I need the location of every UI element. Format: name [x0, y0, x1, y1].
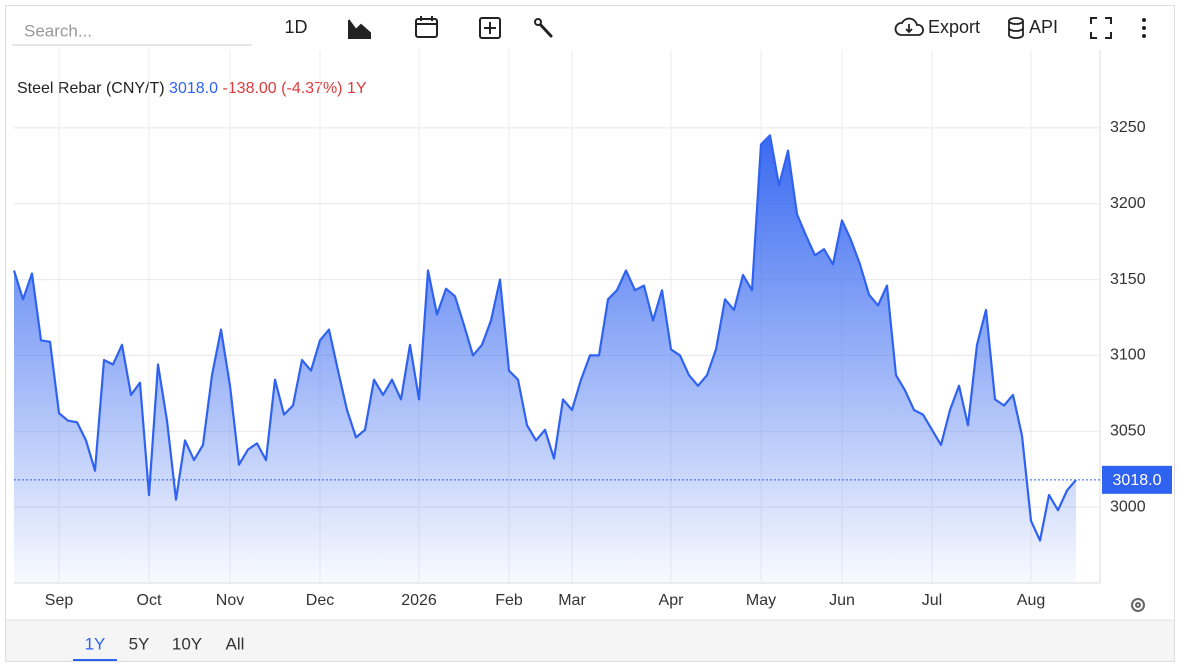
change-pct: (-4.37%) [281, 80, 342, 97]
price-line [12, 134, 1077, 542]
x-tick-label: May [746, 592, 776, 609]
y-tick-label: 3100 [1110, 347, 1146, 364]
y-tick-label: 3000 [1110, 498, 1146, 515]
range-button[interactable]: 5Y [129, 634, 150, 653]
tools-icon[interactable] [534, 18, 553, 38]
interval-button[interactable]: 1D [284, 17, 307, 37]
chart-title: Steel Rebar (CNY/T) [17, 80, 165, 97]
chart-type-icon[interactable] [348, 19, 371, 39]
compare-icon[interactable] [479, 17, 501, 39]
export-button[interactable]: Export [928, 17, 980, 37]
x-tick-label: Jul [922, 592, 942, 609]
y-tick-label: 3150 [1110, 271, 1146, 288]
x-tick-label: 2026 [401, 592, 437, 609]
api-icon[interactable] [1008, 17, 1024, 39]
last-price-badge [1102, 465, 1172, 494]
range-button[interactable]: 1Y [85, 634, 106, 653]
x-tick-label: Dec [306, 592, 334, 609]
period: 1Y [347, 80, 367, 97]
change: -138.00 [222, 80, 276, 97]
y-tick-label: 3200 [1110, 195, 1146, 212]
y-tick-label: 3050 [1110, 423, 1146, 440]
x-tick-label: Aug [1017, 592, 1045, 609]
x-tick-label: Sep [45, 592, 74, 609]
calendar-icon[interactable] [415, 16, 438, 38]
last-price-label: 3018.0 [1113, 472, 1162, 489]
menu-icon[interactable] [1142, 18, 1146, 38]
labels: 3000 3050 3100 3150 3200 3250 Sep Oct Nov Dec 2026… [45, 119, 1172, 609]
export-icon[interactable] [894, 17, 924, 36]
x-tick-label: Oct [137, 592, 162, 609]
x-tick-label: Feb [495, 592, 523, 609]
x-tick-label: Nov [216, 592, 244, 609]
fullscreen-icon[interactable] [1090, 17, 1112, 39]
settings-icon[interactable] [1131, 598, 1145, 612]
y-tick-label: 3250 [1110, 119, 1146, 136]
range-bar [6, 620, 1174, 661]
x-tick-label: Jun [829, 592, 855, 609]
api-button[interactable]: API [1029, 17, 1058, 37]
search-input[interactable]: Search... [24, 21, 92, 40]
range-button[interactable]: All [226, 634, 245, 653]
plot [12, 134, 1100, 583]
x-tick-label: Apr [659, 592, 685, 609]
range-button[interactable]: 10Y [172, 634, 202, 653]
price: 3018.0 [169, 80, 218, 97]
chart-header: Steel Rebar (CNY/T) 3018.0 -138.00 (-4.3… [17, 80, 367, 97]
x-tick-label: Mar [558, 592, 586, 609]
